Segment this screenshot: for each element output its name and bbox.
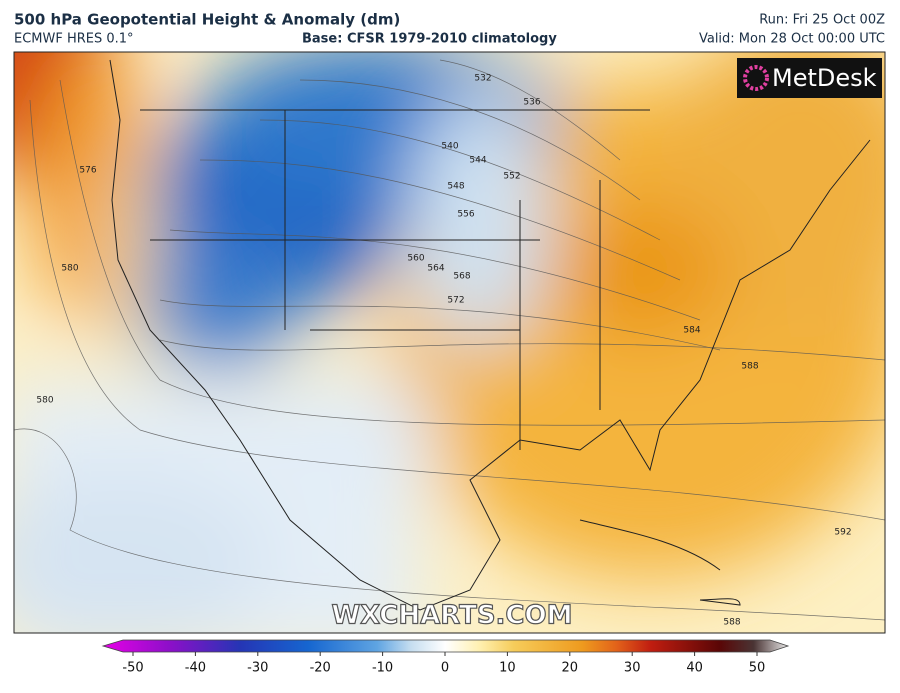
colorbar-tick-label: 0: [441, 661, 449, 676]
base: Base: CFSR 1979-2010 climatology: [302, 32, 557, 47]
colorbar-tick-label: 10: [499, 661, 516, 676]
map-frame: [13, 51, 886, 634]
colorbar-tick-label: -20: [310, 661, 331, 676]
contour-label: 536: [523, 98, 540, 108]
contour-label: 584: [683, 326, 700, 336]
colorbar-tick-label: 30: [624, 661, 641, 676]
logo-icon: [743, 65, 769, 91]
title: 500 hPa Geopotential Height & Anomaly (d…: [14, 11, 400, 29]
colorbar-tick-label: 20: [562, 661, 579, 676]
contour-label: 568: [453, 272, 470, 282]
colorbar-tick-label: -10: [372, 661, 393, 676]
map: [14, 52, 885, 633]
contour-label: 532: [474, 74, 491, 84]
valid: Valid: Mon 28 Oct 00:00 UTC: [699, 32, 885, 47]
contour-label: 576: [79, 166, 96, 176]
contour-label: 548: [447, 182, 464, 192]
contour-label: 564: [427, 264, 444, 274]
contour-label: 552: [503, 172, 520, 182]
contour-label: 580: [36, 396, 53, 406]
colorbar-tick-label: -30: [247, 661, 268, 676]
colorbar-tick-label: 50: [749, 661, 766, 676]
contour-label: 560: [407, 254, 424, 264]
run: Run: Fri 25 Oct 00Z: [759, 13, 885, 28]
watermark: WXCHARTS.COM: [331, 601, 572, 631]
contour-label: 540: [441, 142, 458, 152]
contour-label: 592: [834, 528, 851, 538]
contour-label: 544: [469, 156, 486, 166]
contour-label: 556: [457, 210, 474, 220]
contour-label: 572: [447, 296, 464, 306]
contour-label: 580: [61, 264, 78, 274]
contour-label: 588: [723, 618, 740, 628]
contour-label: 588: [741, 362, 758, 372]
logo-box: [737, 58, 882, 98]
model: ECMWF HRES 0.1°: [14, 32, 134, 47]
colorbar-tick-label: -40: [185, 661, 206, 676]
colorbar-tick-label: -50: [122, 661, 143, 676]
logo: MetDesk: [772, 64, 877, 92]
colorbar-tick-label: 40: [686, 661, 703, 676]
colorbar: [101, 639, 790, 653]
